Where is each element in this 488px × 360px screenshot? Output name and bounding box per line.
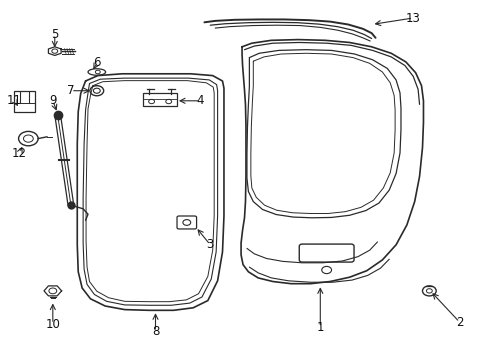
Text: 13: 13 [405, 12, 420, 24]
Text: 6: 6 [93, 57, 101, 69]
Text: 5: 5 [51, 28, 59, 41]
Text: 3: 3 [206, 238, 214, 251]
Text: 11: 11 [7, 94, 22, 107]
Text: 8: 8 [151, 325, 159, 338]
Text: 12: 12 [12, 147, 27, 159]
Text: 9: 9 [49, 94, 57, 107]
Text: 1: 1 [316, 321, 324, 334]
Text: 10: 10 [45, 318, 60, 330]
Text: 7: 7 [67, 84, 75, 97]
Text: 4: 4 [196, 94, 204, 107]
Text: 2: 2 [455, 316, 463, 329]
